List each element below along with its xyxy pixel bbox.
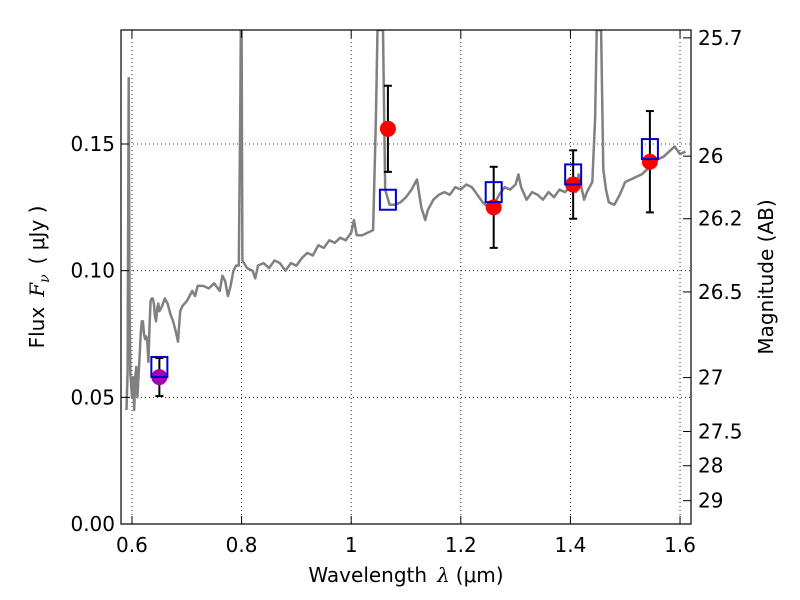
model-photometry-square — [564, 163, 583, 186]
x-tick-label: 0.6 — [116, 533, 148, 557]
x-tick-label: 1.4 — [555, 533, 587, 557]
y-tick-label: 0.05 — [70, 385, 115, 409]
y-axis-ticks: 0.00 0.05 0.10 0.15 — [70, 132, 129, 536]
y2-tick-label: 26.2 — [698, 207, 743, 231]
model-photometry-square — [484, 181, 503, 204]
model-photometry-square — [640, 138, 659, 161]
y2-tick-label: 27 — [698, 366, 723, 390]
x-axis-label: Wavelength λ (μm) — [308, 563, 503, 587]
x-tick-label: 1.2 — [445, 533, 477, 557]
x-axis-ticks: 0.6 0.8 1 1.2 1.4 1.6 — [116, 30, 696, 557]
model-photometry-square — [378, 188, 397, 211]
y-axis-label-unit: ( μJy ) — [25, 206, 49, 265]
x-tick-label: 0.8 — [226, 533, 258, 557]
y2-tick-label: 26.5 — [698, 280, 743, 304]
y2-axis-ticks: 25.7 26 26.2 26.5 27 27.5 28 29 — [683, 26, 743, 513]
x-axis-label-prefix: Wavelength — [308, 563, 427, 587]
plot-frame — [120, 29, 692, 525]
x-tick-label: 1 — [345, 533, 358, 557]
y-tick-label: 0.10 — [70, 259, 115, 283]
y2-tick-label: 25.7 — [698, 26, 743, 50]
y-axis-label-prefix: Flux — [25, 307, 49, 349]
y2-tick-label: 28 — [698, 454, 723, 478]
y2-tick-label: 29 — [698, 489, 723, 513]
y-tick-label: 0.15 — [70, 132, 115, 156]
x-axis-label-unit: (μm) — [456, 563, 504, 587]
y2-tick-label: 26 — [698, 144, 723, 168]
observed-points — [151, 84, 658, 398]
y-axis-label-symbol: F — [25, 282, 49, 298]
y2-tick-label: 27.5 — [698, 420, 743, 444]
x-axis-label-symbol: λ — [436, 563, 450, 587]
x-tick-label: 1.6 — [664, 533, 696, 557]
observed-flux-point — [485, 199, 502, 216]
model-photometry-square — [150, 355, 169, 378]
y-axis-label: Flux Fν ( μJy ) — [25, 206, 53, 349]
y-axis-label-subscript: ν — [37, 274, 53, 283]
model-photometry-points — [150, 138, 659, 378]
y-tick-label: 0.00 — [70, 512, 115, 536]
observed-flux-point — [379, 120, 396, 137]
y2-axis-label: Magnitude (AB) — [754, 199, 778, 354]
observed-flux-point — [641, 153, 658, 170]
